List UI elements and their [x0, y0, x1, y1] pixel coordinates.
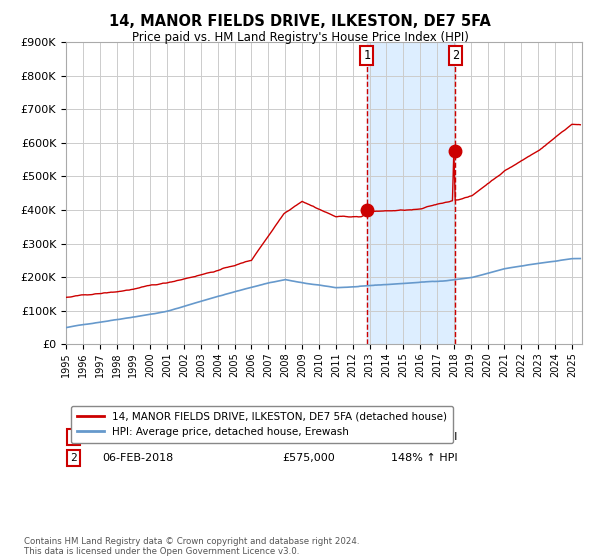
Text: £575,000: £575,000	[283, 453, 335, 463]
Text: 1: 1	[70, 432, 77, 442]
Text: This data is licensed under the Open Government Licence v3.0.: This data is licensed under the Open Gov…	[24, 547, 299, 556]
Text: 2: 2	[452, 49, 459, 62]
Text: Contains HM Land Registry data © Crown copyright and database right 2024.: Contains HM Land Registry data © Crown c…	[24, 537, 359, 546]
Text: £400,000: £400,000	[283, 432, 335, 442]
Text: Price paid vs. HM Land Registry's House Price Index (HPI): Price paid vs. HM Land Registry's House …	[131, 31, 469, 44]
Text: 148% ↑ HPI: 148% ↑ HPI	[391, 453, 458, 463]
Text: 14, MANOR FIELDS DRIVE, ILKESTON, DE7 5FA: 14, MANOR FIELDS DRIVE, ILKESTON, DE7 5F…	[109, 14, 491, 29]
Text: 131% ↑ HPI: 131% ↑ HPI	[391, 432, 457, 442]
Text: 1: 1	[363, 49, 370, 62]
Text: 2: 2	[70, 453, 77, 463]
Text: 22-NOV-2012: 22-NOV-2012	[102, 432, 176, 442]
Text: 06-FEB-2018: 06-FEB-2018	[102, 453, 173, 463]
Legend: 14, MANOR FIELDS DRIVE, ILKESTON, DE7 5FA (detached house), HPI: Average price, : 14, MANOR FIELDS DRIVE, ILKESTON, DE7 5F…	[71, 405, 453, 444]
Bar	[367, 42, 455, 344]
